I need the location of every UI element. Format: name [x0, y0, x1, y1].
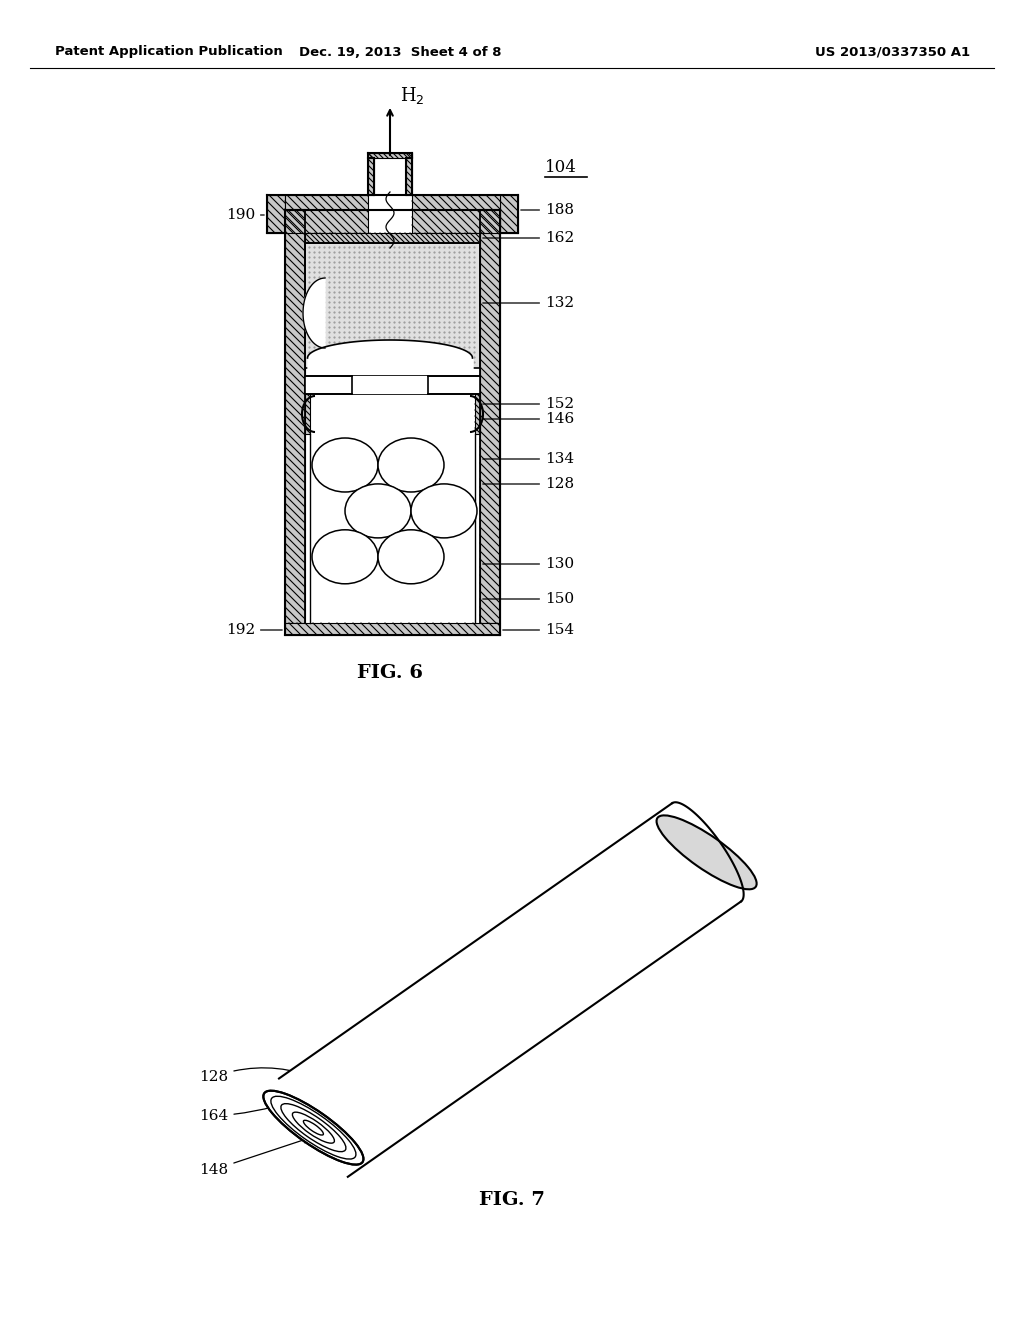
- Bar: [267, 195, 285, 234]
- Text: H$_2$: H$_2$: [400, 84, 425, 106]
- Text: 164: 164: [199, 1092, 314, 1122]
- Ellipse shape: [378, 438, 444, 492]
- Bar: [305, 243, 480, 368]
- Text: 154: 154: [503, 623, 574, 638]
- Text: 128: 128: [200, 1068, 321, 1084]
- Text: 134: 134: [482, 451, 574, 466]
- Bar: [305, 393, 310, 434]
- Bar: [285, 195, 368, 234]
- Bar: [500, 195, 518, 234]
- Text: Dec. 19, 2013  Sheet 4 of 8: Dec. 19, 2013 Sheet 4 of 8: [299, 45, 502, 58]
- Text: 150: 150: [482, 591, 574, 606]
- Bar: [352, 376, 428, 393]
- Text: 128: 128: [482, 477, 574, 491]
- Ellipse shape: [263, 1090, 364, 1164]
- Text: US 2013/0337350 A1: US 2013/0337350 A1: [815, 45, 970, 58]
- Text: 192: 192: [225, 623, 283, 638]
- Text: 104: 104: [545, 158, 577, 176]
- Bar: [475, 393, 480, 434]
- Text: 130: 130: [482, 557, 574, 572]
- Ellipse shape: [345, 484, 411, 539]
- Text: 146: 146: [482, 412, 574, 426]
- Text: FIG. 6: FIG. 6: [357, 664, 423, 682]
- Ellipse shape: [312, 529, 378, 583]
- Text: 152: 152: [482, 397, 574, 411]
- Bar: [412, 195, 500, 234]
- Text: FIG. 7: FIG. 7: [479, 1191, 545, 1209]
- Bar: [480, 210, 500, 623]
- Bar: [285, 623, 500, 635]
- Ellipse shape: [656, 816, 757, 890]
- Ellipse shape: [378, 529, 444, 583]
- Bar: [368, 153, 412, 158]
- Bar: [285, 210, 305, 623]
- Text: Patent Application Publication: Patent Application Publication: [55, 45, 283, 58]
- Polygon shape: [303, 279, 325, 348]
- Text: 190: 190: [225, 209, 264, 222]
- Bar: [305, 376, 480, 393]
- Text: 148: 148: [200, 1137, 309, 1176]
- Bar: [305, 234, 480, 243]
- Polygon shape: [279, 803, 741, 1177]
- Text: 162: 162: [482, 231, 574, 246]
- Ellipse shape: [312, 438, 378, 492]
- Bar: [406, 153, 412, 195]
- Bar: [368, 153, 374, 195]
- Text: 132: 132: [482, 296, 574, 310]
- Ellipse shape: [411, 484, 477, 539]
- Text: 188: 188: [521, 203, 574, 216]
